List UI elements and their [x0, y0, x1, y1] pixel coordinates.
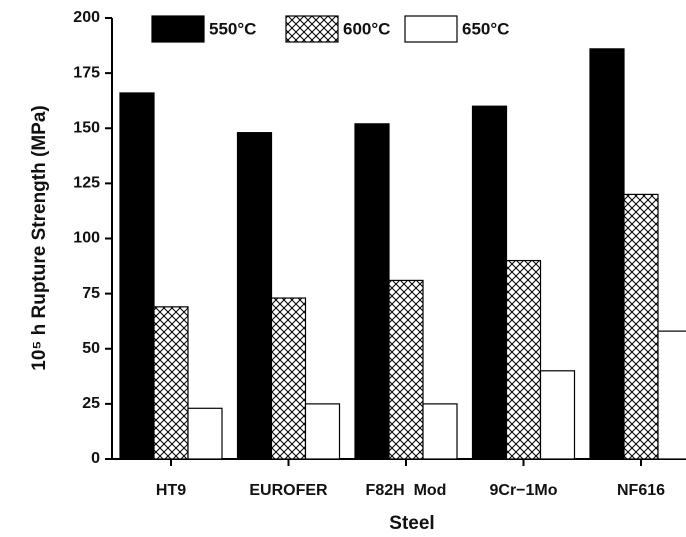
x-tick-label: HT9: [156, 482, 186, 499]
bar: [270, 297, 307, 460]
y-tick-label: 125: [73, 175, 100, 192]
legend-swatch: [151, 15, 205, 43]
legend-label: 550°C: [209, 19, 256, 38]
y-tick-label: 200: [73, 9, 100, 26]
bar: [505, 259, 542, 460]
bar: [388, 279, 424, 460]
y-axis-label: 10⁵ h Rupture Strength (MPa): [29, 105, 50, 370]
bar: [623, 193, 659, 460]
legend-label: 650°C: [462, 19, 509, 38]
y-tick-label: 150: [73, 119, 100, 136]
y-tick-label: 75: [82, 285, 100, 302]
legend-swatch: [285, 15, 339, 43]
y-tick-label: 175: [73, 64, 100, 81]
bar: [304, 403, 341, 460]
bar: [187, 407, 223, 460]
bar: [354, 123, 390, 460]
x-tick-label: NF616: [617, 482, 665, 499]
x-tick-label: EUROFER: [249, 482, 328, 499]
y-tick-label: 100: [73, 230, 100, 247]
x-tick-label: F82H Mod: [366, 482, 447, 499]
y-tick-label: 50: [82, 340, 100, 357]
bar: [471, 105, 508, 460]
bar: [119, 92, 155, 460]
legend-swatch: [404, 15, 458, 43]
bar: [657, 330, 686, 460]
bar: [153, 306, 189, 460]
x-axis-label: Steel: [389, 513, 434, 534]
bar: [539, 370, 576, 460]
bar: [236, 132, 273, 460]
y-tick-label: 25: [82, 395, 100, 412]
legend-label: 600°C: [343, 19, 390, 38]
y-tick-label: 0: [91, 450, 100, 467]
bar: [589, 48, 625, 460]
bar: [422, 403, 458, 460]
x-tick-label: 9Cr−1Mo: [489, 482, 557, 499]
